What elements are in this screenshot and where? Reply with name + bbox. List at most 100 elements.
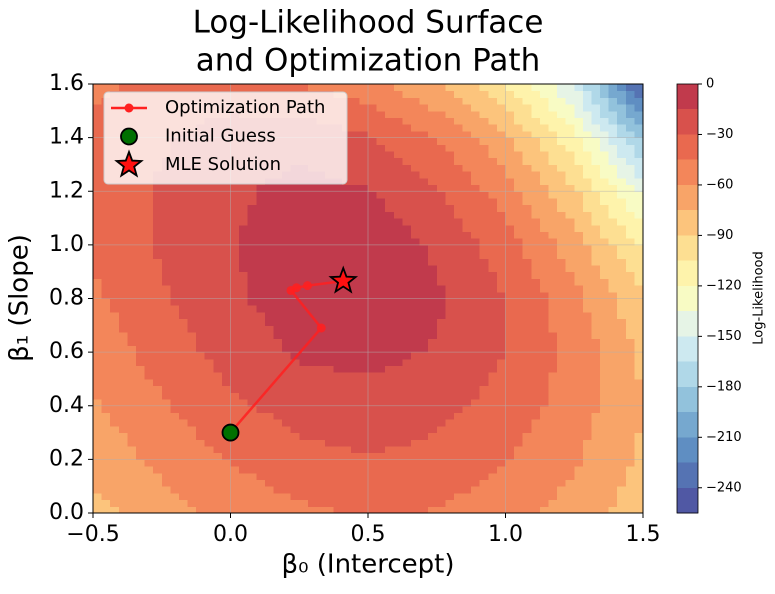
contour-cell — [187, 231, 197, 239]
contour-cell — [565, 412, 575, 420]
contour-cell — [170, 271, 180, 279]
contour-cell — [153, 338, 163, 346]
contour-cell — [462, 392, 472, 400]
contour-cell — [582, 311, 592, 320]
contour-cell — [359, 499, 369, 507]
contour-cell — [110, 486, 120, 494]
contour-cell — [385, 231, 395, 239]
contour-cell — [118, 264, 128, 273]
contour-cell — [299, 499, 309, 507]
contour-cell — [634, 84, 644, 92]
contour-cell — [204, 492, 214, 501]
contour-cell — [239, 378, 249, 387]
contour-cell — [462, 298, 472, 306]
contour-cell — [204, 264, 214, 273]
contour-cell — [110, 238, 120, 246]
contour-cell — [204, 432, 214, 440]
contour-cell — [574, 97, 584, 105]
contour-cell — [221, 305, 231, 313]
contour-cell — [127, 459, 137, 467]
contour-cell — [307, 271, 317, 279]
contour-cell — [127, 338, 137, 346]
contour-cell — [471, 184, 481, 192]
contour-cell — [488, 385, 498, 393]
contour-cell — [565, 90, 575, 98]
contour-cell — [410, 117, 421, 125]
contour-cell — [316, 338, 326, 346]
contour-cell — [428, 151, 438, 159]
contour-cell — [539, 419, 549, 427]
contour-cell — [368, 492, 378, 501]
contour-cell — [419, 486, 429, 494]
contour-cell — [144, 452, 154, 460]
contour-cell — [213, 291, 223, 299]
contour-cell — [333, 432, 343, 440]
contour-cell — [436, 372, 446, 380]
contour-cell — [273, 365, 283, 373]
contour-cell — [462, 445, 472, 454]
contour-cell — [247, 479, 257, 487]
contour-cell — [634, 231, 644, 239]
contour-cell — [170, 264, 180, 273]
contour-cell — [359, 445, 369, 454]
contour-cell — [410, 325, 421, 333]
contour-cell — [307, 378, 317, 387]
contour-cell — [453, 104, 464, 112]
contour-cell — [299, 305, 309, 313]
contour-cell — [127, 285, 137, 293]
contour-cell — [419, 177, 429, 186]
contour-cell — [325, 405, 335, 413]
contour-cell — [196, 392, 206, 400]
contour-cell — [565, 244, 575, 253]
contour-cell — [368, 419, 378, 427]
contour-cell — [307, 184, 317, 192]
contour-cell — [479, 479, 489, 487]
contour-cell — [600, 392, 610, 400]
contour-cell — [436, 385, 446, 393]
contour-cell — [608, 204, 618, 212]
contour-cell — [625, 224, 635, 232]
contour-cell — [565, 459, 575, 467]
contour-cell — [505, 318, 515, 326]
contour-cell — [376, 231, 386, 239]
contour-cell — [170, 445, 180, 454]
contour-cell — [600, 472, 610, 480]
contour-cell — [608, 492, 618, 501]
contour-cell — [359, 191, 369, 199]
contour-cell — [316, 305, 326, 313]
contour-cell — [393, 358, 403, 367]
contour-cell — [522, 298, 532, 306]
contour-cell — [471, 197, 481, 206]
contour-cell — [393, 90, 403, 98]
contour-cell — [471, 405, 481, 413]
contour-cell — [617, 90, 627, 98]
contour-cell — [462, 452, 472, 460]
contour-cell — [204, 305, 214, 313]
contour-cell — [247, 184, 257, 192]
contour-cell — [256, 466, 266, 474]
contour-cell — [402, 472, 412, 480]
contour-cell — [264, 238, 274, 246]
contour-cell — [239, 278, 249, 286]
contour-cell — [410, 506, 421, 514]
contour-cell — [221, 412, 231, 420]
contour-cell — [247, 332, 257, 340]
contour-cell — [445, 506, 455, 514]
contour-cell — [410, 332, 421, 340]
contour-cell — [574, 224, 584, 232]
contour-cell — [239, 332, 249, 340]
contour-cell — [187, 298, 197, 306]
contour-cell — [548, 439, 558, 447]
contour-cell — [514, 392, 524, 400]
contour-cell — [247, 231, 257, 239]
contour-cell — [307, 197, 317, 206]
contour-cell — [634, 499, 644, 507]
contour-cell — [582, 258, 592, 266]
contour-cell — [428, 419, 438, 427]
contour-cell — [402, 218, 412, 226]
contour-cell — [445, 425, 455, 434]
contour-cell — [127, 452, 137, 460]
contour-cell — [213, 492, 223, 501]
contour-cell — [471, 218, 481, 226]
contour-cell — [539, 412, 549, 420]
